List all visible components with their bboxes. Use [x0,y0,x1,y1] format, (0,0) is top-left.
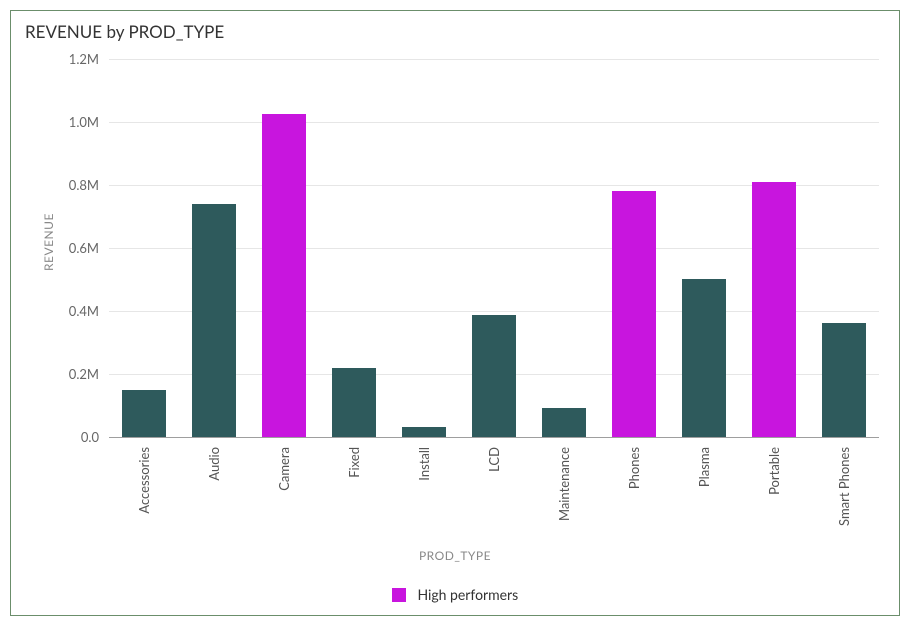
bar-column: Portable [739,59,809,437]
chart-card: REVENUE by PROD_TYPE REVENUE 0.00.2M0.4M… [10,10,900,616]
bar[interactable] [472,315,515,437]
x-tick-label: Phones [626,437,642,489]
y-tick-label: 0.4M [69,303,99,319]
y-tick-label: 1.0M [69,114,99,130]
bar[interactable] [262,114,305,437]
bar[interactable] [192,204,235,437]
x-tick-label: Fixed [346,437,362,478]
plot-area: 0.00.2M0.4M0.6M0.8M1.0M1.2MAccessoriesAu… [109,59,879,437]
bar-column: Accessories [109,59,179,437]
bar[interactable] [682,279,725,437]
y-tick-label: 0.6M [69,240,99,256]
bar-column: Audio [179,59,249,437]
bar-column: Maintenance [529,59,599,437]
bar[interactable] [402,427,445,437]
x-tick-label: Audio [206,437,222,481]
bar[interactable] [122,390,165,437]
y-tick-label: 0.0 [81,429,99,445]
bar-column: Fixed [319,59,389,437]
bar-column: Plasma [669,59,739,437]
legend-swatch [392,588,406,602]
bar-column: Install [389,59,459,437]
y-tick-label: 0.2M [69,366,99,382]
bar[interactable] [822,323,865,437]
y-axis-label: REVENUE [41,213,56,271]
bar[interactable] [542,408,585,437]
legend: High performers [11,586,899,603]
bar-column: Phones [599,59,669,437]
chart-title: REVENUE by PROD_TYPE [25,21,224,42]
bar-column: Camera [249,59,319,437]
x-tick-label: Maintenance [556,437,572,521]
x-axis-label: PROD_TYPE [11,548,899,563]
y-tick-label: 1.2M [69,51,99,67]
x-tick-label: Smart Phones [836,437,852,526]
x-tick-label: Install [416,437,432,481]
y-tick-label: 0.8M [69,177,99,193]
x-tick-label: LCD [486,437,502,472]
x-tick-label: Portable [766,437,782,495]
bar-column: Smart Phones [809,59,879,437]
x-tick-label: Camera [276,437,292,491]
bar[interactable] [612,191,655,437]
bars-container: AccessoriesAudioCameraFixedInstallLCDMai… [109,59,879,437]
legend-label: High performers [417,586,518,603]
x-tick-label: Plasma [696,437,712,487]
x-tick-label: Accessories [136,437,152,514]
bar[interactable] [752,182,795,437]
bar-column: LCD [459,59,529,437]
bar[interactable] [332,368,375,437]
